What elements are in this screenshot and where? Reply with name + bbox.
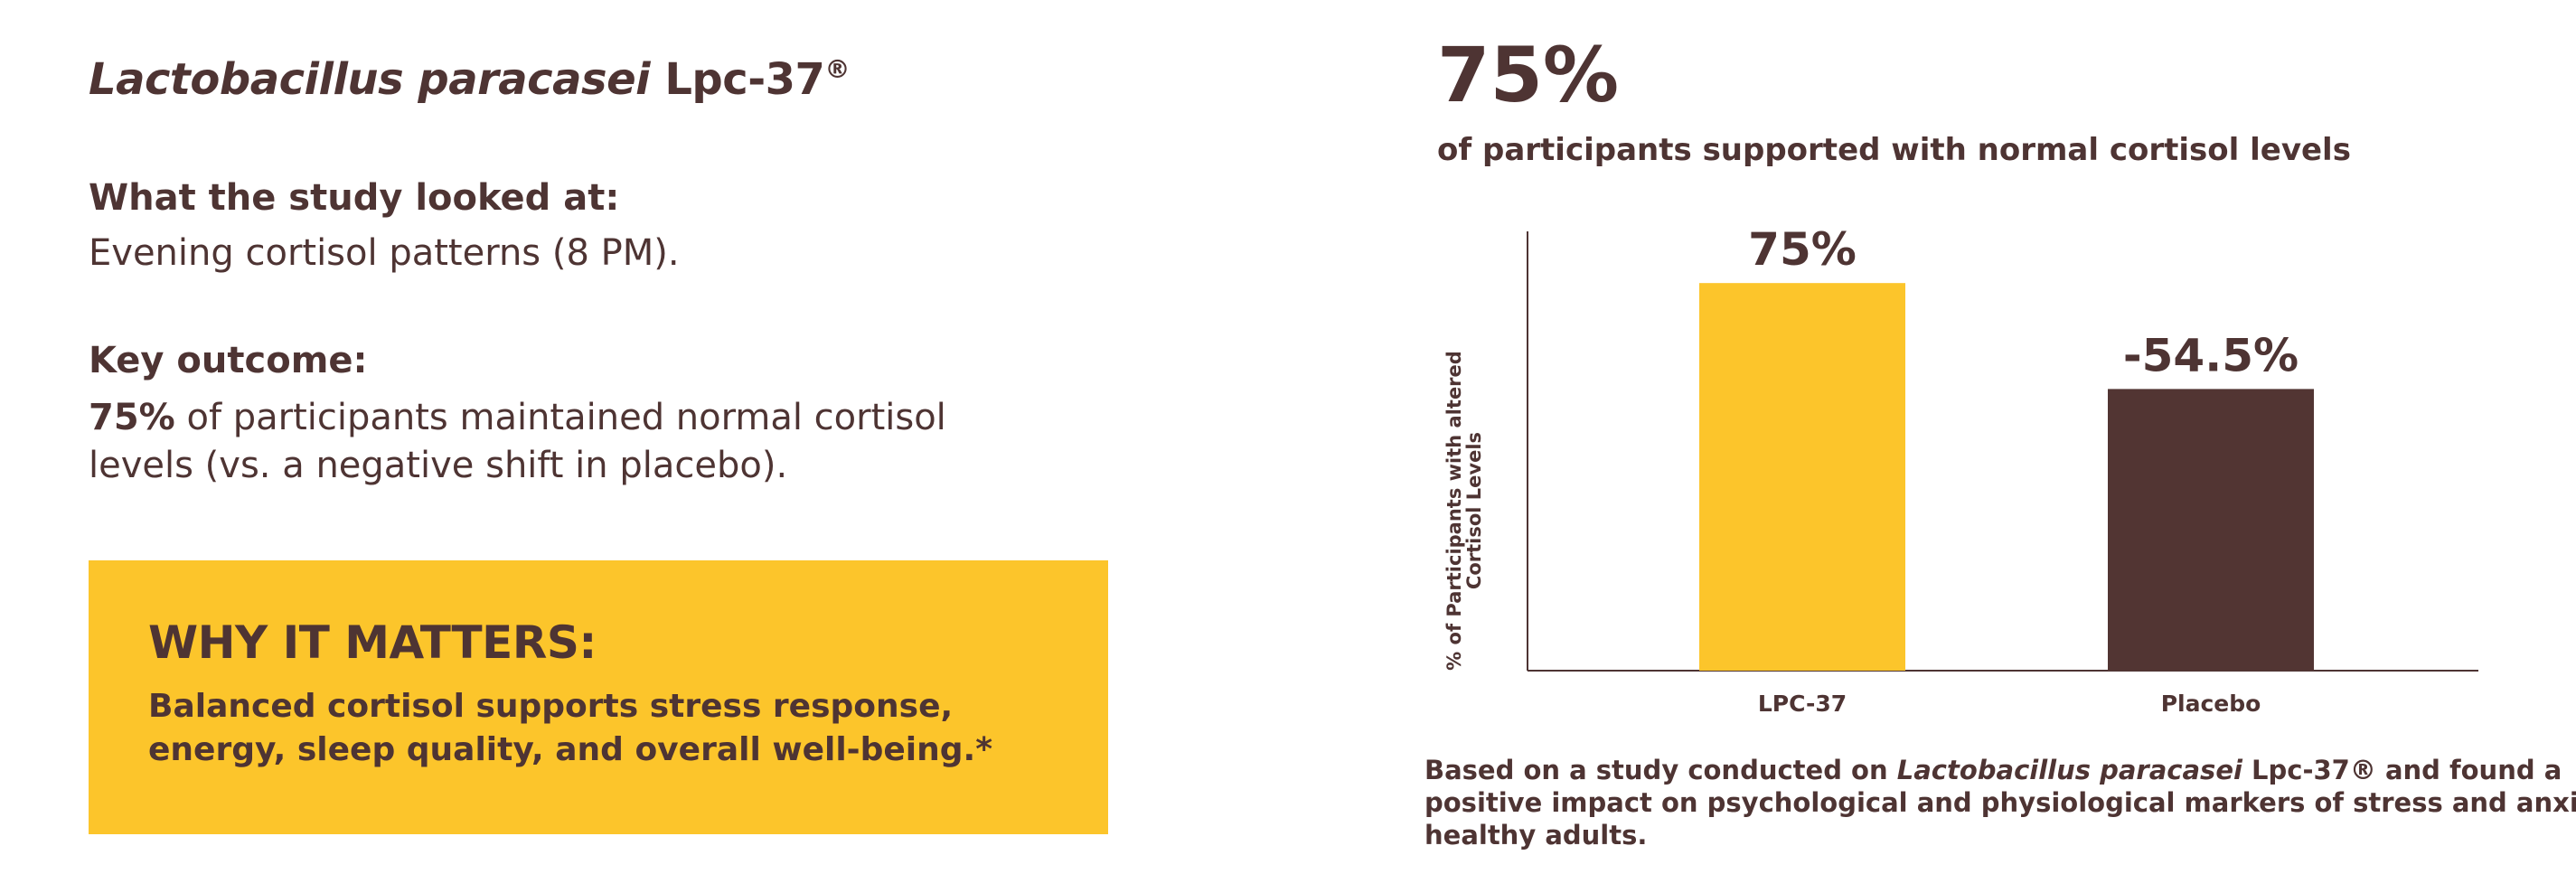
footnote-part2: Lpc-37® and found a bbox=[2242, 755, 2562, 785]
outcome-text: 75% of participants maintained normal co… bbox=[89, 394, 946, 490]
outcome-line1: of participants maintained normal cortis… bbox=[174, 397, 946, 438]
bar-placebo bbox=[2108, 389, 2314, 671]
why-line1: Balanced cortisol supports stress respon… bbox=[148, 688, 954, 725]
registered-mark: ® bbox=[824, 54, 850, 84]
y-axis-label-line2: Cortisol Levels bbox=[1463, 432, 1485, 589]
why-title: WHY IT MATTERS: bbox=[148, 616, 597, 669]
footnote-line3: healthy adults. bbox=[1424, 820, 1648, 851]
bar-chart: % of Participants with altered Cortisol … bbox=[1443, 223, 2478, 717]
strain-code: Lpc-37 bbox=[664, 54, 825, 105]
footnote-line2: positive impact on psychological and phy… bbox=[1424, 787, 2576, 818]
x-tick-label-lpc-37: LPC-37 bbox=[1758, 691, 1847, 717]
data-label-lpc-37: 75% bbox=[1748, 223, 1857, 276]
x-tick-label-placebo: Placebo bbox=[2161, 691, 2261, 717]
study-footnote: Based on a study conducted on Lactobacil… bbox=[1424, 754, 2576, 851]
why-text: Balanced cortisol supports stress respon… bbox=[148, 685, 992, 772]
footnote-part1: Based on a study conducted on bbox=[1424, 755, 1897, 785]
outcome-highlight: 75% bbox=[89, 397, 175, 438]
strain-species: Lactobacillus paracasei bbox=[89, 54, 651, 105]
footnote-species: Lactobacillus paracasei bbox=[1896, 755, 2242, 785]
outcome-heading: Key outcome: bbox=[89, 340, 368, 381]
strain-title: Lactobacillus paracasei Lpc-37® bbox=[89, 54, 850, 105]
why-it-matters-box: WHY IT MATTERS: Balanced cortisol suppor… bbox=[89, 560, 1108, 834]
study-text: Evening cortisol patterns (8 PM). bbox=[89, 232, 680, 274]
bars-layer: 75% LPC-37 -54.5% Placebo bbox=[1699, 223, 2314, 717]
big-stat: 75% bbox=[1437, 31, 1620, 119]
stat-caption: of participants supported with normal co… bbox=[1437, 132, 2351, 168]
y-axis-label-line1: % of Participants with altered bbox=[1443, 351, 1465, 671]
why-line2: energy, sleep quality, and overall well-… bbox=[148, 731, 993, 768]
data-label-placebo: -54.5% bbox=[2123, 329, 2299, 381]
outcome-line2: levels (vs. a negative shift in placebo)… bbox=[89, 445, 788, 486]
study-heading: What the study looked at: bbox=[89, 177, 620, 219]
bar-lpc-37 bbox=[1699, 283, 1905, 671]
